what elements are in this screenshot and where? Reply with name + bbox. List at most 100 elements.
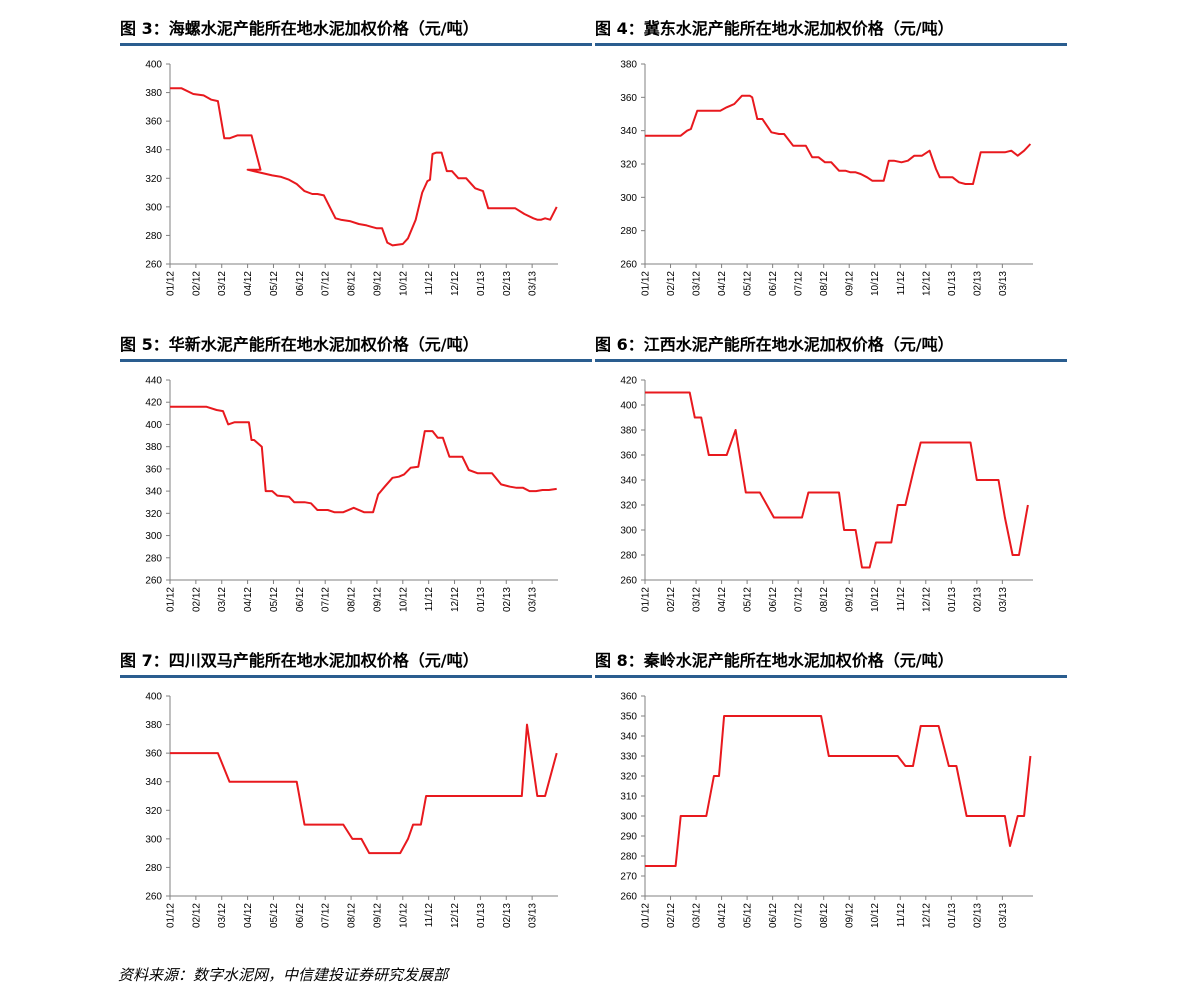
y-tick-label: 420	[145, 398, 162, 409]
x-tick-label: 08/12	[819, 587, 830, 612]
title-rule	[595, 359, 1067, 362]
x-tick-label: 07/12	[794, 903, 805, 928]
y-tick-label: 360	[145, 749, 162, 760]
y-tick-label: 360	[620, 692, 637, 703]
x-tick-label: 12/12	[450, 271, 461, 296]
series-line	[170, 723, 558, 855]
y-tick-label: 270	[620, 872, 637, 883]
y-tick-label: 300	[620, 526, 637, 537]
chart-panel-3: 图 3：海螺水泥产能所在地水泥加权价格（元/吨） 260 280 300 320 340…	[120, 18, 592, 328]
y-tick-label: 300	[145, 202, 162, 213]
x-tick-label: 03/13	[998, 271, 1009, 296]
x-tick-label: 02/12	[191, 271, 202, 296]
y-tick-label: 300	[620, 193, 637, 204]
y-tick-label: 300	[145, 531, 162, 542]
figure-caption: 江西水泥产能所在地水泥加权价格（元/吨）	[643, 335, 954, 354]
x-tick-label: 09/12	[845, 903, 856, 928]
x-tick-label: 09/12	[845, 587, 856, 612]
title-rule	[120, 359, 592, 362]
x-tick-label: 03/12	[217, 587, 228, 612]
x-tick-label: 01/13	[947, 587, 958, 612]
x-tick-label: 04/12	[243, 903, 254, 928]
x-tick-label: 03/12	[692, 903, 703, 928]
x-tick-label: 06/12	[295, 587, 306, 612]
y-tick-label: 280	[620, 852, 637, 863]
y-tick-label: 290	[620, 832, 637, 843]
y-tick-label: 360	[145, 117, 162, 128]
y-tick-label: 380	[145, 88, 162, 99]
x-tick-label: 06/12	[295, 903, 306, 928]
y-tick-label: 320	[620, 501, 637, 512]
x-tick-label: 03/13	[528, 903, 539, 928]
y-tick-label: 440	[145, 376, 162, 387]
x-tick-label: 04/12	[243, 587, 254, 612]
chart-panel-8: 图 8：秦岭水泥产能所在地水泥加权价格（元/吨） 260 270 280 290 300…	[595, 650, 1067, 960]
figure-number: 图 6：	[595, 335, 644, 354]
x-tick-label: 01/13	[947, 903, 958, 928]
chart-title: 图 8：秦岭水泥产能所在地水泥加权价格（元/吨）	[595, 650, 1067, 674]
x-tick-label: 02/13	[502, 903, 513, 928]
y-tick-label: 310	[620, 792, 637, 803]
y-tick-label: 260	[145, 576, 162, 587]
x-tick-label: 03/12	[692, 587, 703, 612]
x-tick-label: 11/12	[896, 271, 907, 296]
series-line	[170, 87, 558, 247]
x-tick-label: 11/12	[896, 587, 907, 612]
y-tick-label: 340	[145, 487, 162, 498]
y-tick-label: 340	[620, 126, 637, 137]
figure-caption: 华新水泥产能所在地水泥加权价格（元/吨）	[168, 335, 479, 354]
x-tick-label: 07/12	[321, 587, 332, 612]
y-tick-label: 400	[145, 420, 162, 431]
line-chart-7: 260 280 300 320 340 360 380 400 01/12 02/12 03/12 0…	[145, 692, 558, 928]
x-tick-label: 01/13	[947, 271, 958, 296]
figure-caption: 秦岭水泥产能所在地水泥加权价格（元/吨）	[643, 651, 954, 670]
x-tick-label: 01/12	[641, 271, 652, 296]
y-tick-label: 420	[620, 376, 637, 387]
x-tick-label: 06/12	[768, 271, 779, 296]
y-tick-label: 340	[620, 732, 637, 743]
y-tick-label: 380	[620, 60, 637, 71]
x-tick-label: 09/12	[372, 587, 383, 612]
x-tick-label: 01/12	[166, 587, 177, 612]
x-tick-label: 02/13	[972, 903, 983, 928]
source-note: 资料来源：数字水泥网，中信建投证券研究发展部	[118, 966, 449, 984]
chart-panel-4: 图 4：冀东水泥产能所在地水泥加权价格（元/吨） 260 280 300 320 340…	[595, 18, 1067, 328]
x-tick-label: 02/12	[191, 587, 202, 612]
x-tick-label: 03/13	[998, 587, 1009, 612]
line-chart-3: 260 280 300 320 340 360 380 400 01/12 02/12 03/12 0…	[145, 60, 558, 296]
y-tick-label: 360	[620, 93, 637, 104]
x-tick-label: 01/12	[166, 271, 177, 296]
x-tick-label: 04/12	[717, 903, 728, 928]
x-tick-label: 02/12	[666, 587, 677, 612]
x-tick-label: 09/12	[845, 271, 856, 296]
x-tick-label: 05/12	[269, 903, 280, 928]
y-tick-label: 360	[145, 464, 162, 475]
x-tick-label: 04/12	[717, 587, 728, 612]
x-tick-label: 10/12	[870, 271, 881, 296]
x-tick-label: 10/12	[398, 587, 409, 612]
x-tick-label: 09/12	[372, 903, 383, 928]
y-tick-label: 320	[145, 509, 162, 520]
x-tick-label: 05/12	[269, 271, 280, 296]
x-tick-label: 02/13	[502, 587, 513, 612]
x-tick-label: 02/13	[972, 271, 983, 296]
figure-number: 图 7：	[120, 651, 169, 670]
x-tick-label: 07/12	[794, 271, 805, 296]
y-tick-label: 260	[620, 576, 637, 587]
x-tick-label: 11/12	[424, 587, 435, 612]
x-tick-label: 03/12	[692, 271, 703, 296]
x-tick-label: 12/12	[921, 903, 932, 928]
x-tick-label: 05/12	[743, 271, 754, 296]
line-chart-8: 260 270 280 290 300 310 320 330 340 350 360 01/12 02…	[620, 692, 1033, 928]
x-tick-label: 01/12	[166, 903, 177, 928]
chart-title: 图 6：江西水泥产能所在地水泥加权价格（元/吨）	[595, 334, 1067, 358]
y-tick-label: 260	[145, 260, 162, 271]
y-tick-label: 280	[145, 863, 162, 874]
x-tick-label: 03/12	[217, 271, 228, 296]
chart-title: 图 7：四川双马产能所在地水泥加权价格（元/吨）	[120, 650, 592, 674]
chart-panel-5: 图 5：华新水泥产能所在地水泥加权价格（元/吨） 260 280 300 320 340…	[120, 334, 592, 644]
chart-panel-7: 图 7：四川双马产能所在地水泥加权价格（元/吨） 260 280 300 320 340…	[120, 650, 592, 960]
x-tick-label: 01/12	[641, 587, 652, 612]
x-tick-label: 08/12	[347, 587, 358, 612]
y-tick-label: 280	[620, 551, 637, 562]
